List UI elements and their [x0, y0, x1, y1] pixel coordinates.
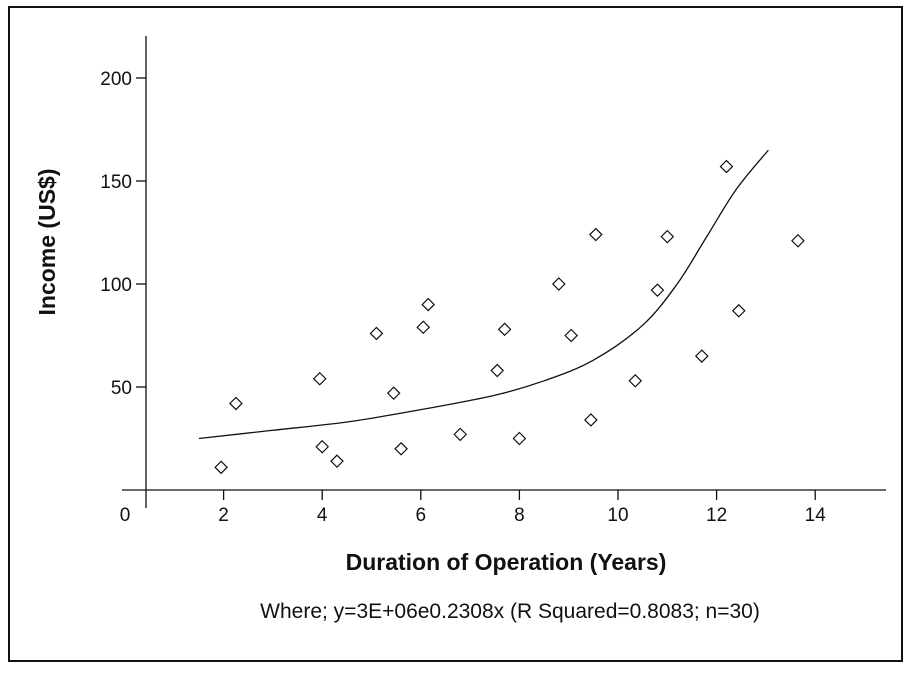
y-axis-ticks: 50 100 150 200: [100, 69, 146, 399]
data-point: [369, 326, 384, 341]
data-point: [564, 328, 579, 343]
y-tick-label: 50: [111, 378, 132, 399]
data-point: [214, 460, 228, 475]
x-axis-ticks: 0 2 4 6 8 10 12 14: [120, 490, 826, 526]
x-tick-label: 8: [514, 505, 525, 526]
data-point: [490, 363, 505, 378]
x-tick-label: 10: [607, 505, 628, 526]
data-point: [731, 303, 746, 318]
data-point: [660, 229, 675, 244]
y-tick-label: 200: [100, 69, 132, 90]
fitted-curve: [198, 149, 769, 440]
x-tick-label: 6: [416, 505, 427, 526]
x-axis-title: Duration of Operation (Years): [346, 549, 667, 575]
data-point: [791, 233, 805, 248]
data-point: [551, 277, 566, 291]
chart-frame: [8, 6, 903, 662]
x-tick-label: 4: [317, 505, 328, 526]
data-point: [588, 227, 603, 242]
data-point: [416, 320, 431, 335]
data-point: [394, 441, 408, 456]
x-tick-label: 14: [805, 505, 827, 526]
equation-annotation: Where; y=3E+06e0.2308x (R Squared=0.8083…: [260, 600, 760, 623]
x-tick-label: 12: [706, 505, 727, 526]
data-point: [694, 349, 709, 363]
data-point: [719, 159, 734, 174]
data-point: [312, 371, 327, 386]
data-point: [628, 373, 643, 388]
data-point: [497, 322, 512, 337]
y-tick-label: 100: [100, 275, 132, 296]
data-point: [229, 396, 243, 411]
data-point: [421, 297, 436, 312]
data-point: [386, 386, 401, 401]
data-point: [584, 413, 598, 427]
y-tick-label: 150: [100, 172, 132, 193]
y-axis-title: Income (US$): [34, 169, 60, 316]
data-points: [214, 159, 805, 475]
x-tick-label: 2: [218, 505, 229, 526]
x-tick-label: 0: [120, 505, 131, 526]
data-point: [315, 439, 330, 454]
data-point: [512, 431, 527, 446]
data-point: [330, 454, 344, 469]
data-point: [650, 283, 665, 298]
data-point: [453, 427, 468, 442]
